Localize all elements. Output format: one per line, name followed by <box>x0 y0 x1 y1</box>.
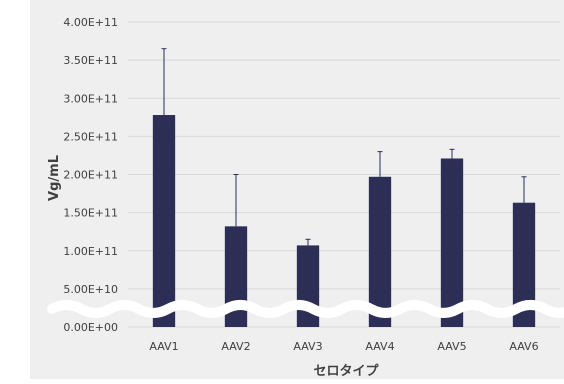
x-tick-label: AAV2 <box>221 340 250 353</box>
y-tick-label: 1.00E+11 <box>63 245 118 258</box>
x-axis-label: セロタイプ <box>313 364 379 379</box>
y-tick-label: 5.00E+10 <box>63 283 118 296</box>
x-tick-label: AAV5 <box>437 340 466 353</box>
y-tick-label: 2.00E+11 <box>63 169 118 182</box>
x-tick-label: AAV3 <box>293 340 322 353</box>
bar-aav5 <box>440 158 464 327</box>
x-tick-label: AAV6 <box>509 340 538 353</box>
y-tick-labels: 0.00E+00 5.00E+10 1.00E+11 1.50E+11 2.00E+11… <box>63 16 118 334</box>
y-tick-label: 1.50E+11 <box>63 207 118 220</box>
x-tick-label: AAV4 <box>365 340 394 353</box>
y-tick-label: 2.50E+11 <box>63 130 118 143</box>
x-tick-labels: AAV1 AAV2 AAV3 AAV4 AAV5 AAV6 <box>149 340 538 353</box>
x-tick-label: AAV1 <box>149 340 178 353</box>
axis-break-wave <box>47 299 564 318</box>
y-tick-label: 3.00E+11 <box>63 92 118 105</box>
bar-aav1 <box>152 115 176 328</box>
grid-lines <box>128 21 560 328</box>
bar-aav6 <box>512 202 536 327</box>
bar-aav4 <box>368 176 392 327</box>
bars <box>152 115 536 328</box>
axis-break <box>47 299 564 318</box>
error-bars <box>161 48 527 246</box>
y-axis-label: Vg/mL <box>47 155 62 201</box>
y-tick-label: 4.00E+11 <box>63 16 118 29</box>
y-tick-label: 3.50E+11 <box>63 54 118 67</box>
y-tick-label: 0.00E+00 <box>63 321 118 334</box>
